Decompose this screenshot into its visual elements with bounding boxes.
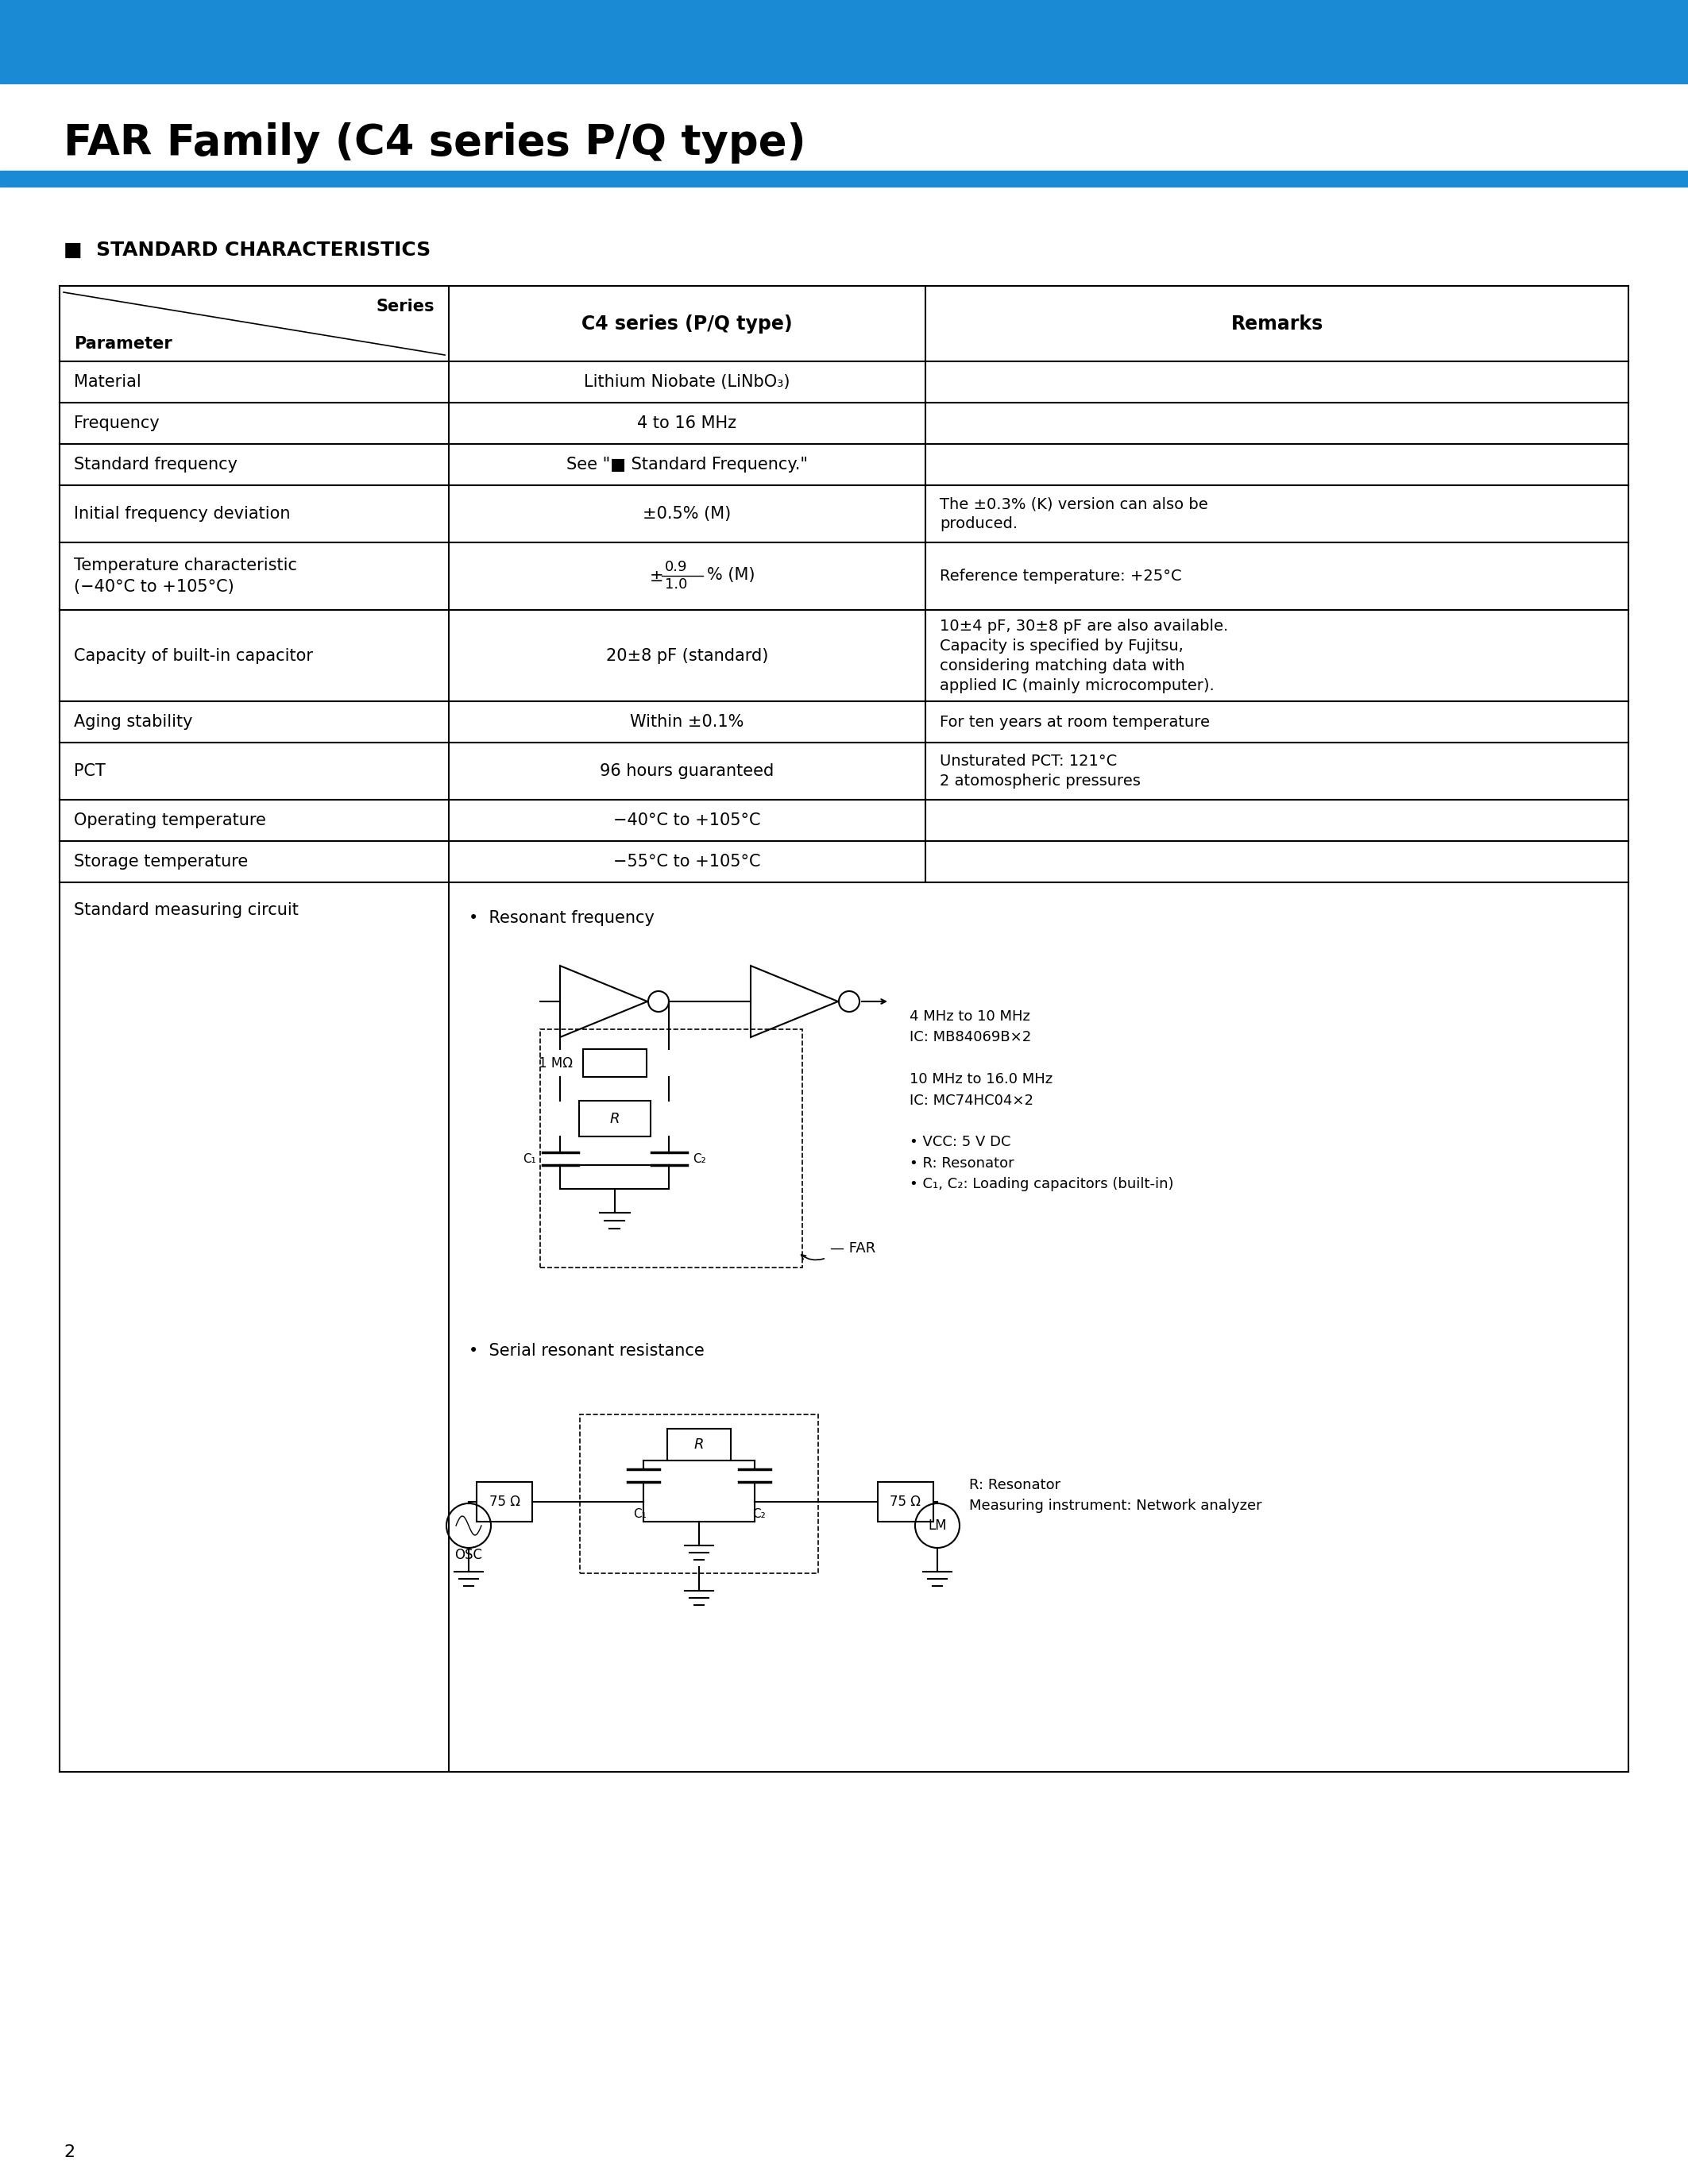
Text: ±: ±	[650, 568, 663, 583]
Text: •  Resonant frequency: • Resonant frequency	[469, 911, 655, 926]
Text: — FAR: — FAR	[830, 1241, 876, 1256]
Bar	[0, 170, 1688, 186]
Bar	[579, 1101, 650, 1136]
Text: ±0.5% (M): ±0.5% (M)	[643, 507, 731, 522]
Text: LM: LM	[928, 1518, 947, 1533]
Text: See "■ Standard Frequency.": See "■ Standard Frequency."	[567, 456, 809, 472]
Bar	[540, 1029, 802, 1267]
Text: The ±0.3% (K) version can also be
produced.: The ±0.3% (K) version can also be produc…	[940, 496, 1209, 531]
Text: 4 to 16 MHz: 4 to 16 MHz	[638, 415, 736, 430]
Text: 4 MHz to 10 MHz
IC: MB84069B×2

10 MHz to 16.0 MHz
IC: MC74HC04×2

• VCC: 5 V DC: 4 MHz to 10 MHz IC: MB84069B×2 10 MHz to…	[910, 1009, 1173, 1192]
Text: 20±8 pF (standard): 20±8 pF (standard)	[606, 649, 768, 664]
Text: Temperature characteristic
(−40°C to +105°C): Temperature characteristic (−40°C to +10…	[74, 557, 297, 594]
Bar	[667, 1428, 731, 1461]
Text: PCT: PCT	[74, 762, 106, 780]
Text: Initial frequency deviation: Initial frequency deviation	[74, 507, 290, 522]
Text: •  Serial resonant resistance: • Serial resonant resistance	[469, 1343, 704, 1358]
Text: 1 MΩ: 1 MΩ	[538, 1055, 574, 1070]
Text: Material: Material	[74, 373, 142, 391]
Text: Standard measuring circuit: Standard measuring circuit	[74, 902, 299, 917]
Text: Frequency: Frequency	[74, 415, 159, 430]
Text: Capacity of built-in capacitor: Capacity of built-in capacitor	[74, 649, 312, 664]
Text: Aging stability: Aging stability	[74, 714, 192, 729]
Text: Storage temperature: Storage temperature	[74, 854, 248, 869]
Text: C₂: C₂	[751, 1509, 765, 1520]
Text: C4 series (P/Q type): C4 series (P/Q type)	[582, 314, 793, 334]
Text: 1.0: 1.0	[665, 577, 687, 592]
Text: OSC: OSC	[454, 1548, 483, 1562]
Text: % (M): % (M)	[707, 566, 755, 583]
Text: C₁: C₁	[633, 1509, 647, 1520]
Text: 75 Ω: 75 Ω	[490, 1494, 520, 1509]
Text: −40°C to +105°C: −40°C to +105°C	[613, 812, 761, 828]
Text: 96 hours guaranteed: 96 hours guaranteed	[599, 762, 775, 780]
Text: C₂: C₂	[694, 1153, 706, 1164]
Text: 2: 2	[64, 2145, 74, 2160]
Text: Remarks: Remarks	[1231, 314, 1323, 334]
Text: Standard frequency: Standard frequency	[74, 456, 238, 472]
Text: 10±4 pF, 30±8 pF are also available.
Capacity is specified by Fujitsu,
consideri: 10±4 pF, 30±8 pF are also available. Cap…	[940, 618, 1229, 692]
Text: −55°C to +105°C: −55°C to +105°C	[613, 854, 761, 869]
Bar	[581, 1415, 819, 1572]
Text: 75 Ω: 75 Ω	[890, 1494, 922, 1509]
Text: ■  STANDARD CHARACTERISTICS: ■ STANDARD CHARACTERISTICS	[64, 240, 430, 260]
Bar	[0, 0, 1688, 83]
Text: Parameter: Parameter	[74, 336, 172, 352]
Bar	[476, 1483, 532, 1522]
Text: Unsturated PCT: 121°C
2 atomospheric pressures: Unsturated PCT: 121°C 2 atomospheric pre…	[940, 753, 1141, 788]
Text: FAR Family (C4 series P/Q type): FAR Family (C4 series P/Q type)	[64, 122, 805, 164]
Text: R: R	[694, 1437, 704, 1452]
Text: Reference temperature: +25°C: Reference temperature: +25°C	[940, 568, 1182, 583]
Text: For ten years at room temperature: For ten years at room temperature	[940, 714, 1210, 729]
Text: C₁: C₁	[523, 1153, 535, 1164]
Text: Lithium Niobate (LiNbO₃): Lithium Niobate (LiNbO₃)	[584, 373, 790, 391]
Text: Within ±0.1%: Within ±0.1%	[630, 714, 744, 729]
Text: 0.9: 0.9	[665, 559, 687, 574]
Text: Series: Series	[376, 299, 434, 314]
Text: R: Resonator
Measuring instrument: Network analyzer: R: Resonator Measuring instrument: Netwo…	[969, 1479, 1263, 1514]
Text: Operating temperature: Operating temperature	[74, 812, 267, 828]
Bar	[878, 1483, 933, 1522]
Text: R: R	[609, 1112, 619, 1125]
Bar	[582, 1048, 647, 1077]
